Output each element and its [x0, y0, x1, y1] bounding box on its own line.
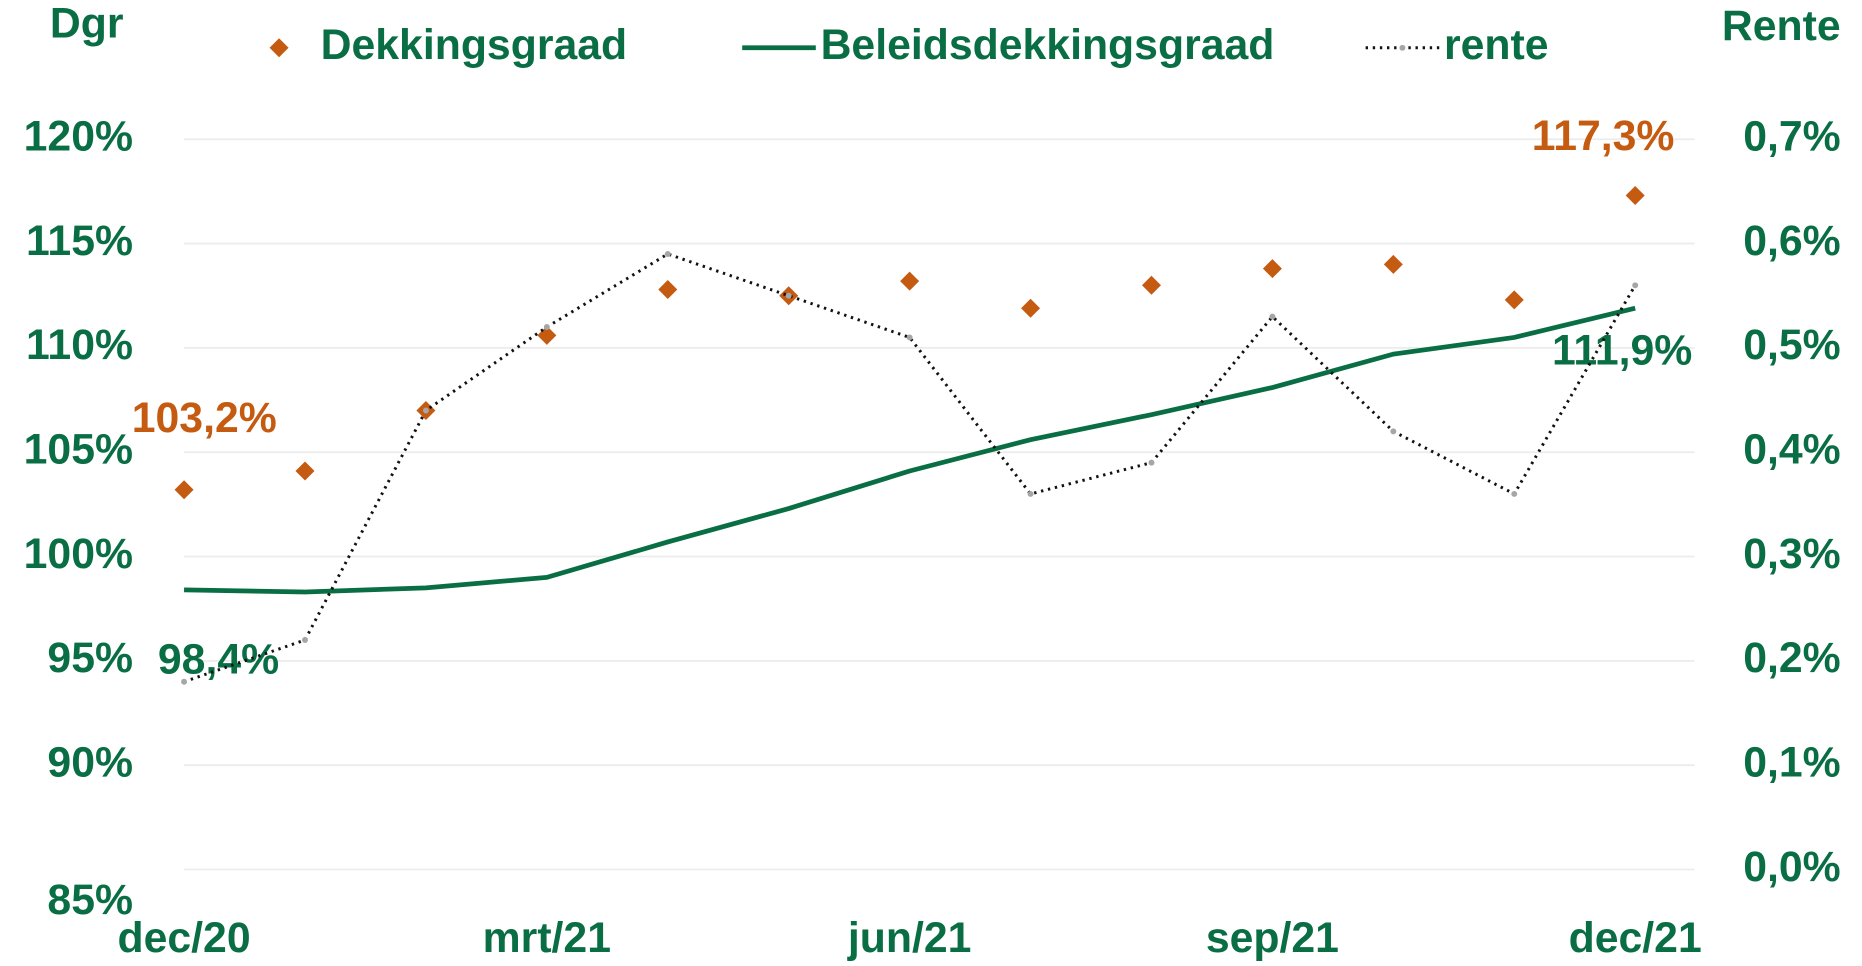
x-tick-label: sep/21 [1206, 914, 1339, 962]
x-tick-label: dec/21 [1569, 914, 1702, 962]
x-tick-label: mrt/21 [483, 914, 611, 962]
point [1269, 313, 1276, 320]
marker [658, 279, 678, 299]
point [664, 251, 671, 257]
y-tick-label: 110% [26, 321, 133, 369]
marker [295, 461, 315, 481]
series-line [184, 305, 1636, 595]
legend-marker [269, 38, 289, 58]
point [1632, 282, 1639, 289]
marker [1625, 186, 1645, 206]
y2-tick-label: 0,6% [1743, 217, 1840, 265]
y-tick-label: 95% [47, 634, 133, 682]
y-axis-title: Dgr [50, 0, 124, 48]
y2-axis-title: Rente [1722, 2, 1841, 50]
data-label: 98,4% [158, 636, 279, 684]
point [1511, 490, 1518, 497]
point [302, 637, 308, 643]
y2-tick-label: 0,5% [1743, 321, 1840, 369]
y-tick-label: 85% [47, 876, 133, 924]
x-tick-label: dec/20 [118, 914, 251, 962]
legend-label: rente [1444, 21, 1549, 69]
marker [1262, 259, 1282, 279]
y-tick-label: 100% [24, 530, 133, 578]
x-tick-label: jun/21 [847, 914, 972, 962]
point [906, 334, 913, 341]
point [422, 407, 429, 414]
marker [1141, 275, 1161, 295]
data-label: 103,2% [132, 394, 277, 442]
y2-tick-label: 0,2% [1743, 634, 1840, 682]
legend-point [1399, 44, 1406, 51]
y-tick-label: 115% [26, 217, 133, 265]
point [785, 292, 792, 299]
y2-tick-label: 0,7% [1743, 113, 1840, 161]
marker [1383, 254, 1403, 274]
data-label: 117,3% [1532, 112, 1675, 160]
y2-tick-label: 0,0% [1743, 843, 1840, 891]
y-tick-label: 105% [24, 426, 133, 474]
y2-tick-label: 0,3% [1743, 530, 1840, 578]
y-tick-label: 90% [47, 738, 133, 786]
point [1148, 459, 1155, 466]
marker [1504, 290, 1524, 310]
point [1390, 428, 1397, 435]
y-tick-label: 120% [24, 113, 133, 161]
legend-label: Beleidsdekkingsgraad [821, 21, 1275, 69]
point [543, 324, 550, 330]
y2-tick-label: 0,1% [1743, 738, 1840, 786]
series-line [183, 252, 1637, 684]
point [1027, 490, 1034, 497]
data-label: 111,9% [1552, 327, 1692, 375]
marker [174, 480, 194, 500]
y2-tick-label: 0,4% [1743, 426, 1840, 474]
marker [1021, 298, 1041, 318]
legend-label: Dekkingsgraad [321, 21, 627, 69]
marker [900, 271, 920, 291]
point [181, 678, 188, 685]
